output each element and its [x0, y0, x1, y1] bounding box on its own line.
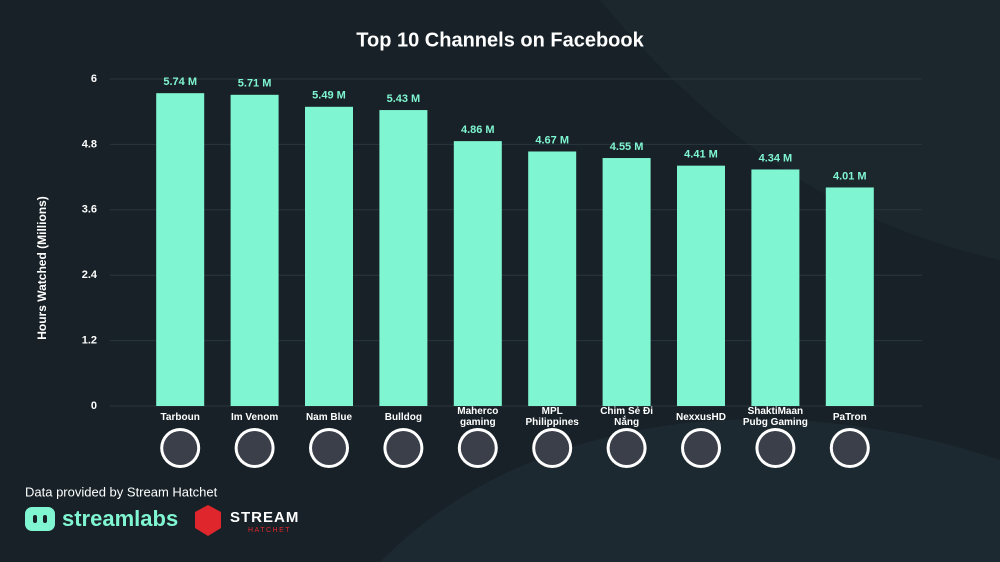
value-label: 5.74 M: [163, 76, 197, 88]
bar: [379, 110, 428, 406]
bar: [825, 187, 874, 406]
avatar-image: [535, 431, 570, 465]
x-tick-label: Im Venom: [230, 411, 279, 423]
y-tick-label: 3.6: [82, 204, 97, 216]
avatar-image: [460, 431, 495, 465]
avatar-image: [163, 431, 198, 465]
value-label: 5.49 M: [312, 90, 346, 102]
x-tick-label: Bulldog: [384, 411, 422, 423]
avatar-image: [684, 431, 718, 465]
value-label: 5.71 M: [238, 78, 272, 90]
x-tick-label: Nam Blue: [305, 411, 353, 423]
x-tick-label: Tarboun: [160, 411, 200, 423]
hatchet-logo-sub: HATCHET: [248, 527, 291, 534]
x-tick-label: Maherco gaming: [457, 406, 499, 428]
bar: [677, 165, 725, 406]
bar: [528, 151, 577, 406]
bar: [156, 93, 205, 407]
hatchet-logo: STREAM: [230, 509, 299, 526]
value-label: 4.01 M: [833, 170, 867, 182]
avatar-image: [386, 431, 421, 465]
y-tick-label: 4.8: [82, 138, 97, 150]
value-label: 4.86 M: [461, 124, 495, 136]
chart-title: Top 10 Channels on Facebook: [356, 29, 644, 51]
x-tick-label: PaTron: [832, 411, 867, 423]
y-tick-label: 0: [91, 400, 97, 412]
streamlabs-icon: [33, 515, 37, 523]
y-axis-title: Hours Watched (Millions): [35, 196, 49, 340]
bar: [602, 158, 651, 406]
streamlabs-logo: streamlabs: [62, 506, 178, 531]
avatar-image: [237, 431, 272, 465]
x-tick-label: MPL Philippines: [525, 406, 579, 428]
bar: [230, 94, 279, 407]
source-note: Data provided by Stream Hatchet: [25, 484, 218, 499]
x-tick-label: Chim Sẻ Đi Nắng: [600, 406, 653, 428]
x-tick-label: ShaktiMaan Pubg Gaming: [742, 406, 808, 428]
value-label: 4.34 M: [759, 152, 793, 164]
value-label: 4.55 M: [610, 141, 644, 153]
avatar-image: [758, 431, 793, 465]
bar: [751, 169, 800, 406]
avatar-image: [609, 431, 644, 465]
value-label: 4.41 M: [684, 149, 718, 161]
bar: [453, 141, 502, 406]
value-label: 5.43 M: [387, 93, 421, 105]
y-tick-label: 1.2: [82, 335, 97, 347]
streamlabs-icon: [25, 507, 55, 531]
bg-shape: [600, 0, 1000, 260]
y-tick-label: 6: [91, 73, 97, 85]
x-tick-label: NexxusHD: [675, 411, 727, 423]
value-label: 4.67 M: [535, 134, 569, 146]
y-tick-label: 2.4: [82, 269, 98, 281]
hatchet-icon: [195, 505, 221, 536]
streamlabs-icon: [43, 515, 47, 523]
avatar-image: [832, 431, 867, 465]
avatar-image: [312, 431, 346, 465]
bar: [305, 106, 353, 407]
